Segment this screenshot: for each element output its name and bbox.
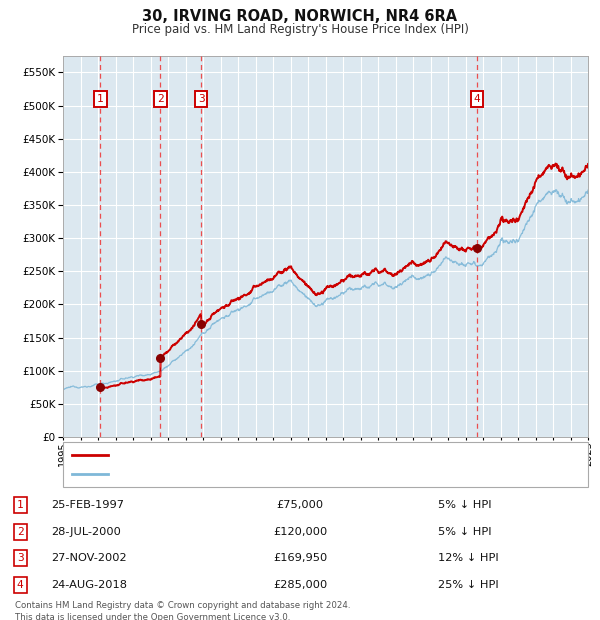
Text: 2: 2 <box>17 526 23 537</box>
Text: 27-NOV-2002: 27-NOV-2002 <box>51 553 127 564</box>
Text: 3: 3 <box>198 94 205 104</box>
Text: 25-FEB-1997: 25-FEB-1997 <box>51 500 124 510</box>
Text: £169,950: £169,950 <box>273 553 327 564</box>
Text: Contains HM Land Registry data © Crown copyright and database right 2024.
This d: Contains HM Land Registry data © Crown c… <box>15 601 350 620</box>
Text: 30, IRVING ROAD, NORWICH, NR4 6RA: 30, IRVING ROAD, NORWICH, NR4 6RA <box>142 9 458 24</box>
Text: Price paid vs. HM Land Registry's House Price Index (HPI): Price paid vs. HM Land Registry's House … <box>131 23 469 36</box>
Text: 25% ↓ HPI: 25% ↓ HPI <box>438 580 499 590</box>
Text: 4: 4 <box>473 94 480 104</box>
Text: 24-AUG-2018: 24-AUG-2018 <box>51 580 127 590</box>
Text: 28-JUL-2000: 28-JUL-2000 <box>51 526 121 537</box>
Text: 30, IRVING ROAD, NORWICH, NR4 6RA (detached house): 30, IRVING ROAD, NORWICH, NR4 6RA (detac… <box>115 451 424 461</box>
Text: 5% ↓ HPI: 5% ↓ HPI <box>438 500 491 510</box>
Text: HPI: Average price, detached house, Norwich: HPI: Average price, detached house, Norw… <box>115 469 362 479</box>
Text: 1: 1 <box>17 500 23 510</box>
Text: 2: 2 <box>157 94 164 104</box>
Text: 5% ↓ HPI: 5% ↓ HPI <box>438 526 491 537</box>
Text: £285,000: £285,000 <box>273 580 327 590</box>
Text: 1: 1 <box>97 94 104 104</box>
Text: 3: 3 <box>17 553 23 564</box>
Text: £120,000: £120,000 <box>273 526 327 537</box>
Text: 12% ↓ HPI: 12% ↓ HPI <box>438 553 499 564</box>
Text: £75,000: £75,000 <box>277 500 323 510</box>
Text: 4: 4 <box>17 580 23 590</box>
